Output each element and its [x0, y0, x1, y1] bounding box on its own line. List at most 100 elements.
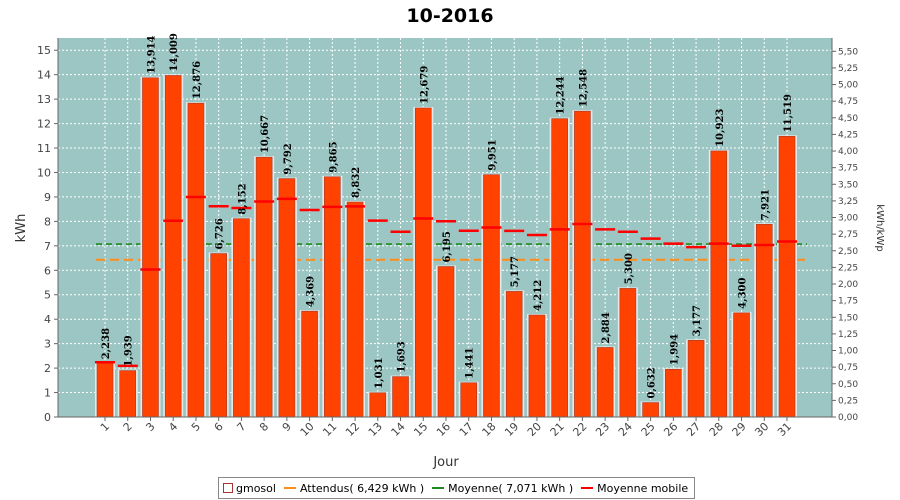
data-label: 2,884	[601, 312, 612, 343]
bar	[392, 376, 409, 418]
bar	[574, 110, 591, 418]
data-label: 1,031	[374, 357, 385, 388]
y2-tick-label: 4,75	[838, 97, 858, 107]
data-labels: 2,238 1,939 13,914 14,009 12,876 6,726 8,152 10…	[101, 33, 794, 398]
legend: gmosol Attendus( 6,429 kWh ) Moyenne( 7,…	[218, 477, 696, 499]
x-tick-label: 4	[166, 420, 180, 434]
bar	[142, 77, 159, 418]
bar	[710, 150, 728, 418]
data-label: 10,667	[260, 115, 271, 153]
bar	[346, 201, 364, 418]
x-tick-label: 26	[661, 420, 680, 439]
bar	[505, 291, 523, 418]
data-label: 4,369	[306, 276, 317, 307]
x-tick-label: 17	[457, 420, 476, 439]
y2-tick-label: 2,00	[838, 280, 858, 290]
bar	[210, 253, 227, 418]
x-tick-label: 9	[280, 420, 294, 434]
bar	[324, 176, 341, 418]
bar	[437, 266, 455, 418]
data-label: 3,177	[692, 305, 703, 336]
y2-tick-label: 2,75	[838, 230, 858, 240]
legend-label: Attendus( 6,429 kWh )	[299, 481, 425, 495]
y-tick-label: 2	[44, 362, 51, 375]
bar	[733, 312, 750, 418]
legend-swatch-mean	[432, 487, 445, 489]
y-tick-label: 4	[44, 313, 51, 326]
bar	[619, 288, 637, 418]
data-label: 6,195	[442, 231, 453, 262]
bar	[460, 382, 478, 418]
x-tick-label: 22	[570, 420, 589, 439]
y-tick-label: 12	[37, 118, 51, 131]
data-label: 11,519	[783, 94, 794, 132]
y2-tick-label: 2,25	[838, 263, 858, 273]
x-tick-label: 19	[502, 420, 521, 439]
y-tick-label: 7	[44, 240, 51, 253]
y2-tick-label: 0,00	[838, 413, 858, 423]
x-tick-label: 7	[234, 420, 248, 434]
y2-tick-label: 2,50	[838, 247, 858, 257]
bar	[278, 178, 296, 418]
bar	[233, 218, 250, 418]
y-tick-label: 13	[37, 93, 51, 106]
bar	[301, 310, 318, 418]
bar	[755, 224, 773, 418]
x-tick-label: 2	[121, 420, 135, 434]
x-tick-label: 1	[98, 420, 112, 434]
y2-axis-label: kWh/kWp	[874, 204, 885, 251]
bar	[687, 340, 705, 418]
legend-label: gmosol	[236, 481, 276, 495]
data-label: 14,009	[169, 33, 180, 71]
y2-tick-label: 5,50	[838, 47, 858, 57]
y-tick-label: 8	[44, 215, 51, 228]
x-tick-label: 6	[212, 420, 226, 434]
data-label: 12,876	[192, 61, 203, 99]
bar	[369, 392, 387, 418]
data-label: 9,792	[283, 143, 294, 174]
data-label: 0,632	[647, 367, 658, 398]
legend-swatch-moving-average	[581, 487, 594, 489]
x-axis: 1 2 3 4 5 6 7 8 9 10 11 12 13 14 15 16 17 18 19 20 21 22 23 24 2…	[58, 416, 832, 439]
x-tick-label: 11	[320, 420, 339, 439]
data-label: 5,177	[510, 256, 521, 287]
moving-average-series	[95, 195, 797, 368]
data-label: 7,921	[760, 189, 771, 220]
data-label: 10,923	[715, 109, 726, 147]
y-tick-label: 11	[37, 142, 51, 155]
legend-item-moving-average: Moyenne mobile	[581, 482, 688, 495]
x-tick-label: 24	[616, 420, 635, 439]
y2-tick-label: 1,50	[838, 313, 858, 323]
bar	[665, 368, 682, 418]
legend-item-expected: Attendus( 6,429 kWh )	[283, 481, 425, 495]
bar-series	[95, 74, 797, 418]
x-tick-label: 12	[343, 420, 362, 439]
x-tick-label: 3	[143, 420, 157, 434]
y2-tick-label: 0,50	[838, 380, 858, 390]
data-label: 1,994	[669, 334, 680, 365]
legend-item-mean: Moyenne( 7,071 kWh )	[432, 482, 573, 495]
x-tick-label: 31	[775, 420, 794, 439]
x-tick-label: 23	[593, 420, 612, 439]
y2-tick-label: 1,00	[838, 347, 858, 357]
x-tick-label: 29	[730, 420, 749, 439]
x-tick-label: 16	[434, 420, 453, 439]
legend-swatch-gmosol	[223, 483, 233, 493]
x-axis-label: Jour	[432, 455, 459, 470]
data-label: 5,300	[624, 253, 635, 284]
x-tick-label: 10	[298, 420, 317, 439]
data-label: 4,300	[738, 278, 749, 309]
data-label: 13,914	[146, 35, 157, 73]
data-label: 12,679	[419, 66, 430, 104]
y2-axis: 0,00 0,25 0,50 0,75 1,00 1,25 1,50 1,75 2,00 2,25…	[831, 38, 858, 423]
bar	[414, 107, 432, 418]
y-tick-label: 10	[37, 166, 51, 179]
x-tick-label: 18	[479, 420, 498, 439]
data-label: 4,212	[533, 280, 544, 311]
data-label: 1,939	[124, 335, 135, 366]
x-tick-label: 28	[707, 420, 726, 439]
bar	[551, 118, 568, 418]
data-label: 1,693	[397, 341, 408, 372]
y2-tick-label: 4,00	[838, 147, 858, 157]
